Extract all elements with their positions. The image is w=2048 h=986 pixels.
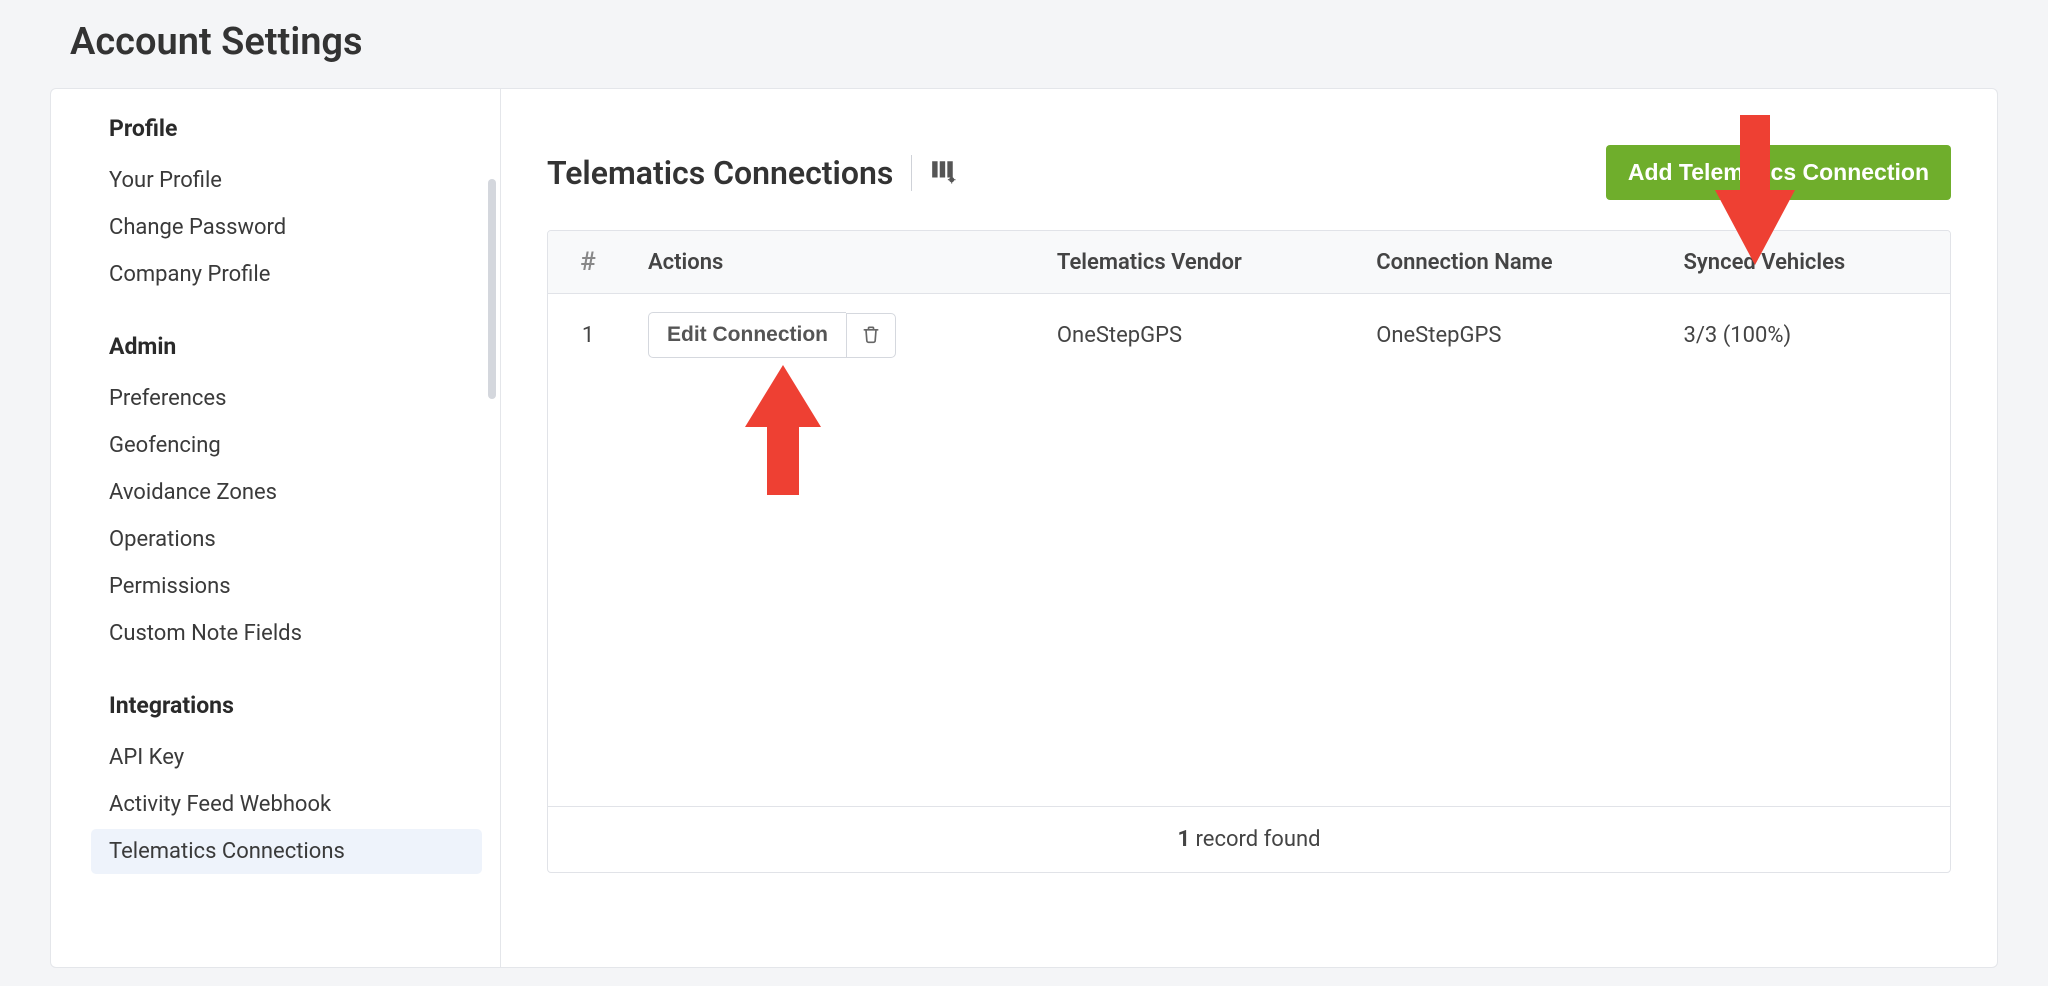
sidebar-heading-admin: Admin — [109, 333, 482, 360]
sidebar-item-operations[interactable]: Operations — [91, 517, 482, 562]
connections-table: # Actions Telematics Vendor Connection N… — [548, 231, 1950, 806]
trash-icon — [861, 324, 881, 347]
sidebar-group-profile: Profile Your Profile Change Password Com… — [91, 115, 482, 297]
delete-connection-button[interactable] — [846, 313, 896, 358]
cell-actions: Edit Connection — [628, 294, 1037, 377]
sidebar-item-geofencing[interactable]: Geofencing — [91, 423, 482, 468]
sidebar-heading-profile: Profile — [109, 115, 482, 142]
col-index[interactable]: # — [548, 231, 628, 294]
sidebar-item-change-password[interactable]: Change Password — [91, 205, 482, 250]
record-count: 1 — [1177, 827, 1190, 852]
col-actions[interactable]: Actions — [628, 231, 1037, 294]
sidebar-scrollbar[interactable] — [488, 179, 496, 399]
edit-connection-button[interactable]: Edit Connection — [648, 312, 846, 358]
cell-connection-name: OneStepGPS — [1356, 294, 1663, 377]
cell-synced-vehicles: 3/3 (100%) — [1663, 294, 1950, 377]
table-row: 1 Edit Connection OneSt — [548, 294, 1950, 377]
add-telematics-connection-button[interactable]: Add Telematics Connection — [1606, 145, 1951, 200]
sidebar-item-your-profile[interactable]: Your Profile — [91, 158, 482, 203]
col-vendor[interactable]: Telematics Vendor — [1037, 231, 1356, 294]
sidebar-heading-integrations: Integrations — [109, 692, 482, 719]
sidebar-item-api-key[interactable]: API Key — [91, 735, 482, 780]
table-header-row: # Actions Telematics Vendor Connection N… — [548, 231, 1950, 294]
sidebar-item-preferences[interactable]: Preferences — [91, 376, 482, 421]
settings-panel: Profile Your Profile Change Password Com… — [50, 88, 1998, 968]
sidebar-group-admin: Admin Preferences Geofencing Avoidance Z… — [91, 333, 482, 656]
sidebar-item-company-profile[interactable]: Company Profile — [91, 252, 482, 297]
cell-vendor: OneStepGPS — [1037, 294, 1356, 377]
table-empty-space — [548, 376, 1950, 806]
col-connection-name[interactable]: Connection Name — [1356, 231, 1663, 294]
heading-separator — [911, 155, 912, 191]
sidebar-item-activity-feed-webhook[interactable]: Activity Feed Webhook — [91, 782, 482, 827]
sidebar-group-integrations: Integrations API Key Activity Feed Webho… — [91, 692, 482, 874]
main-content: Telematics Connections Add Telematics Co… — [501, 89, 1997, 967]
main-heading-row: Telematics Connections — [547, 154, 956, 192]
columns-icon[interactable] — [930, 158, 956, 188]
col-synced-vehicles[interactable]: Synced Vehicles — [1663, 231, 1950, 294]
connections-table-wrap: # Actions Telematics Vendor Connection N… — [547, 230, 1951, 873]
sidebar-item-telematics-connections[interactable]: Telematics Connections — [91, 829, 482, 874]
main-header: Telematics Connections Add Telematics Co… — [547, 145, 1951, 200]
sidebar-item-permissions[interactable]: Permissions — [91, 564, 482, 609]
cell-index: 1 — [548, 294, 628, 377]
record-found-text: record found — [1190, 827, 1320, 852]
table-footer: 1 record found — [548, 806, 1950, 872]
page-title: Account Settings — [0, 0, 2048, 88]
settings-sidebar: Profile Your Profile Change Password Com… — [51, 89, 501, 967]
sidebar-item-custom-note-fields[interactable]: Custom Note Fields — [91, 611, 482, 656]
sidebar-item-avoidance-zones[interactable]: Avoidance Zones — [91, 470, 482, 515]
main-heading: Telematics Connections — [547, 154, 893, 192]
